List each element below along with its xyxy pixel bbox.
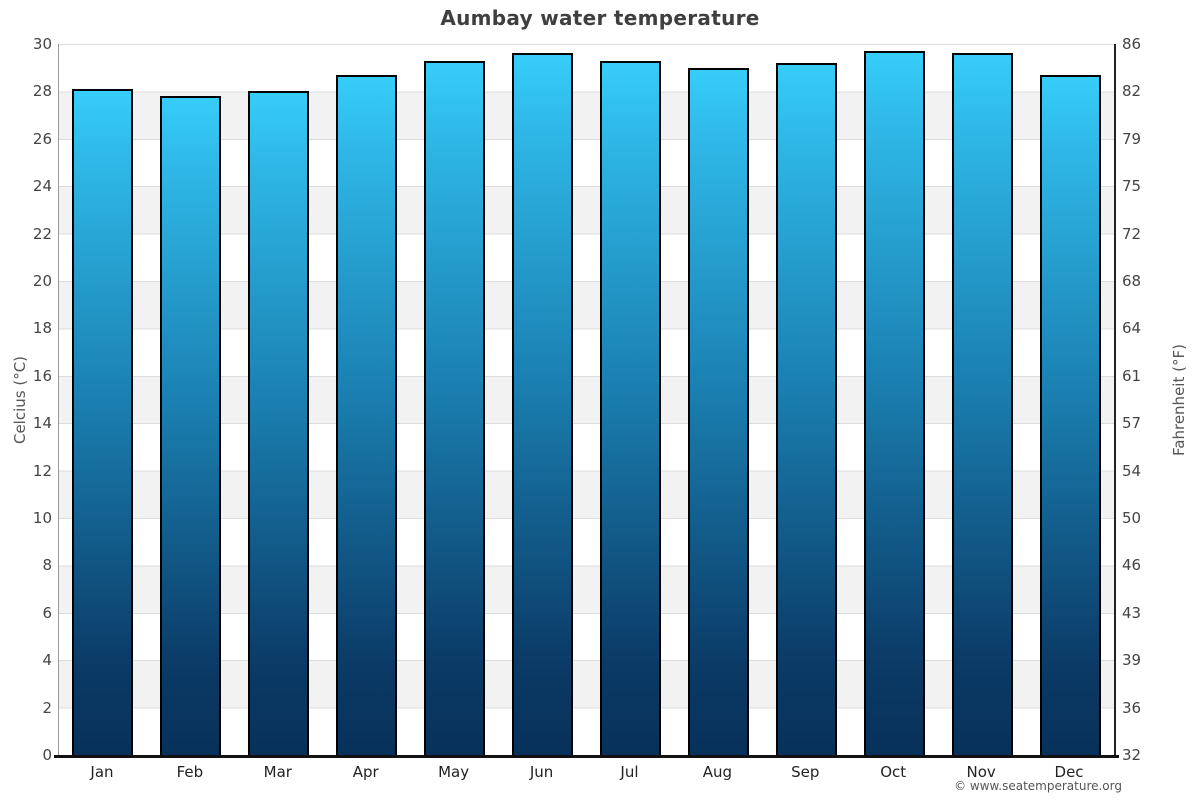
y-tick-right-46: 46 (1122, 556, 1142, 575)
bar-aug[interactable] (687, 67, 749, 755)
y-tick-right-39: 39 (1122, 651, 1142, 670)
y-tick-right-72: 72 (1122, 224, 1142, 243)
y-tick-right-64: 64 (1122, 319, 1142, 338)
bar-mar[interactable] (248, 91, 310, 755)
y-tick-left-14: 14 (32, 414, 52, 433)
copyright-footer: © www.seatemperature.org (954, 779, 1122, 793)
y-tick-right-79: 79 (1122, 129, 1142, 148)
y-tick-right-86: 86 (1122, 35, 1142, 53)
y-tick-right-36: 36 (1122, 698, 1142, 717)
y-tick-right-61: 61 (1122, 366, 1142, 385)
y-tick-right-43: 43 (1122, 603, 1142, 622)
x-tick-nov: Nov (966, 763, 996, 781)
bar-may[interactable] (424, 60, 486, 755)
y-tick-left-20: 20 (32, 272, 52, 290)
bar-jan[interactable] (72, 89, 134, 755)
y-tick-left-12: 12 (32, 461, 52, 480)
y-tick-left-6: 6 (42, 603, 52, 622)
y-axis-label-fahrenheit: Fahrenheit (°F) (1170, 344, 1188, 456)
x-tick-apr: Apr (352, 763, 379, 781)
x-tick-may: May (438, 763, 470, 781)
y-tick-left-28: 28 (32, 82, 52, 101)
bar-sep[interactable] (775, 62, 837, 755)
y-tick-left-22: 22 (32, 224, 52, 243)
y-tick-right-68: 68 (1122, 272, 1142, 290)
y-tick-right-57: 57 (1122, 414, 1142, 433)
x-tick-mar: Mar (263, 763, 292, 781)
x-tick-aug: Aug (702, 763, 732, 781)
y-tick-left-30: 30 (32, 35, 52, 53)
y-tick-left-16: 16 (32, 366, 52, 385)
bar-jun[interactable] (512, 53, 574, 755)
chart-title: Aumbay water temperature (440, 6, 760, 30)
x-tick-jun: Jun (529, 763, 554, 781)
y-tick-right-75: 75 (1122, 177, 1142, 196)
x-tick-oct: Oct (880, 763, 907, 781)
y-tick-left-26: 26 (32, 129, 52, 148)
bar-nov[interactable] (951, 53, 1013, 755)
y-tick-left-24: 24 (32, 177, 52, 196)
bar-feb[interactable] (160, 96, 222, 755)
bar-jul[interactable] (599, 60, 661, 755)
x-tick-dec: Dec (1054, 763, 1084, 781)
y-tick-left-0: 0 (42, 746, 52, 764)
x-tick-jan: Jan (90, 763, 114, 781)
y-tick-right-50: 50 (1122, 509, 1142, 527)
x-tick-sep: Sep (791, 763, 820, 781)
bar-dec[interactable] (1039, 74, 1101, 755)
y-tick-left-8: 8 (42, 556, 52, 575)
y-tick-right-82: 82 (1122, 82, 1142, 101)
y-tick-left-10: 10 (32, 509, 52, 527)
y-tick-left-4: 4 (42, 651, 52, 670)
y-tick-left-2: 2 (42, 698, 52, 717)
y-tick-right-54: 54 (1122, 461, 1142, 480)
x-tick-jul: Jul (620, 763, 639, 781)
y-tick-left-18: 18 (32, 319, 52, 338)
x-axis-line (54, 755, 1119, 758)
x-tick-feb: Feb (176, 763, 204, 781)
y-tick-right-32: 32 (1122, 746, 1142, 764)
plot-area (58, 44, 1116, 755)
bar-oct[interactable] (863, 51, 925, 755)
bar-apr[interactable] (336, 74, 398, 755)
